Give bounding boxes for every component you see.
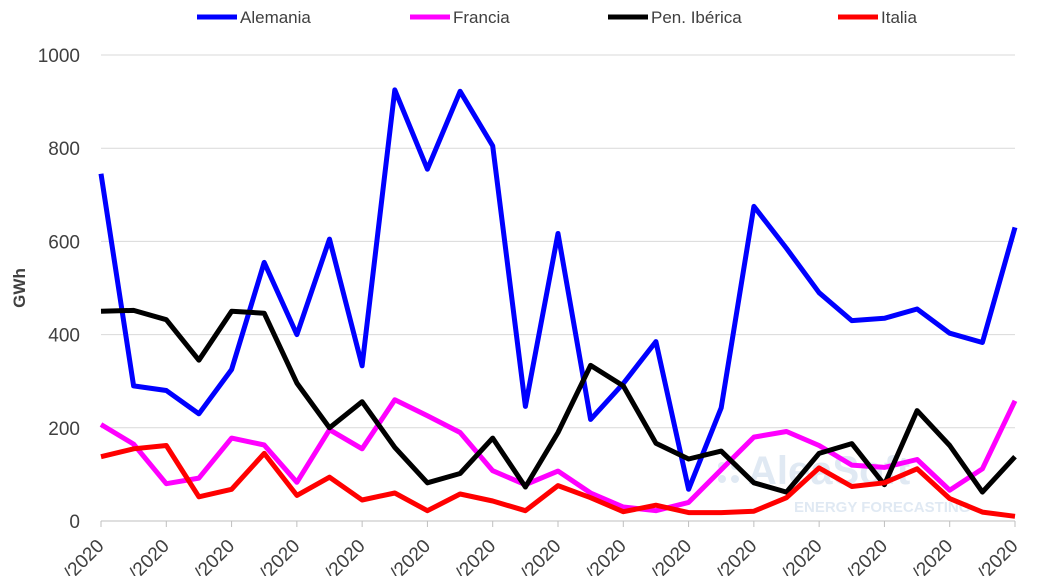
legend-label: Francia: [453, 8, 510, 27]
legend-label: Pen. Ibérica: [651, 8, 742, 27]
series-line: [99, 397, 1018, 514]
x-tick-label: /2020: [452, 536, 500, 576]
y-axis: 0 200 400 600 800 1000: [38, 46, 80, 533]
y-tick-label: 600: [48, 232, 80, 253]
series-lines: [98, 87, 1018, 519]
x-axis: /2020/2020/2020/2020/2020/2020/2020/2020…: [60, 520, 1023, 576]
x-tick-label: /2020: [713, 536, 761, 576]
series-line: [100, 307, 1017, 495]
y-tick-label: 1000: [38, 46, 80, 67]
x-tick-label: /2020: [843, 536, 891, 576]
x-tick-label: /2020: [778, 536, 826, 576]
series-line: [98, 87, 1018, 492]
y-tick-label: 800: [48, 139, 80, 160]
legend: Alemania Francia Pen. Ibérica Italia: [197, 8, 917, 27]
x-tick-label: /2020: [321, 536, 369, 576]
x-tick-label: /2020: [60, 536, 108, 576]
series-line: [100, 443, 1016, 519]
x-tick-label: /2020: [974, 536, 1022, 576]
y-axis-title: GWh: [10, 268, 29, 308]
x-tick-label: /2020: [909, 536, 957, 576]
x-tick-label: /2020: [582, 536, 630, 576]
x-tick-label: /2020: [191, 536, 239, 576]
x-tick-label: /2020: [125, 536, 173, 576]
y-tick-label: 200: [48, 419, 80, 440]
legend-label: Italia: [881, 8, 917, 27]
x-tick-label: /2020: [517, 536, 565, 576]
legend-label: Alemania: [240, 8, 311, 27]
x-tick-label: /2020: [386, 536, 434, 576]
y-tick-label: 0: [69, 512, 80, 533]
watermark-tagline: ENERGY FORECASTING: [794, 499, 970, 516]
y-tick-label: 400: [48, 326, 80, 347]
x-tick-label: /2020: [256, 536, 304, 576]
x-tick-label: /2020: [648, 536, 696, 576]
